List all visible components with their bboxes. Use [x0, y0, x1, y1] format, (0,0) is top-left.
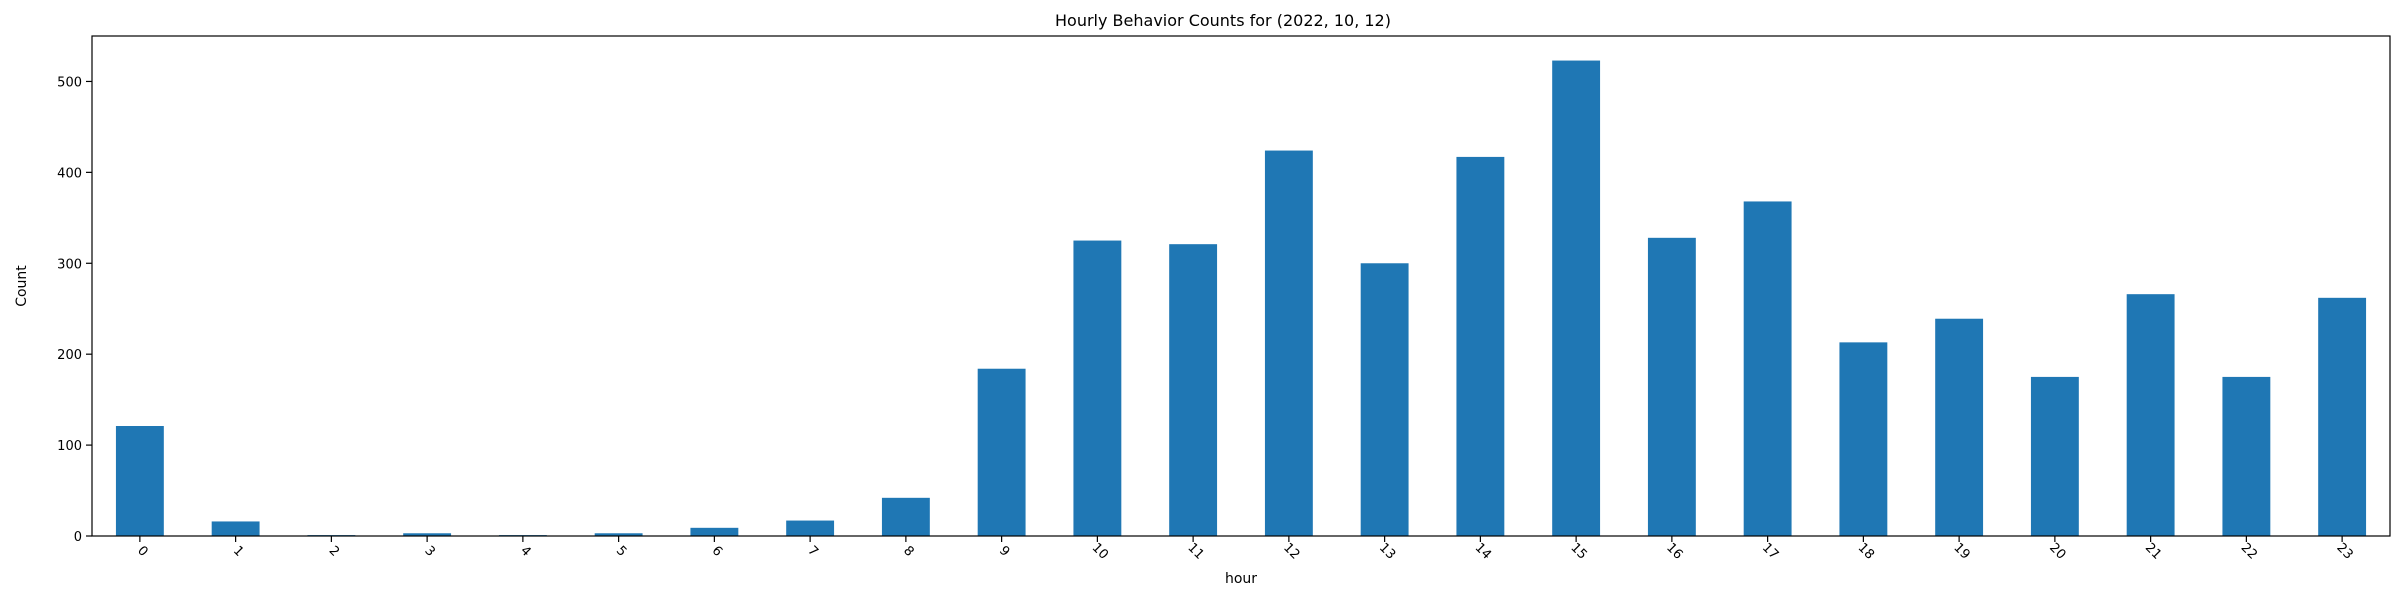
bar-hour-8	[881, 497, 930, 536]
x-tick-label: 16	[1663, 540, 1685, 562]
bar-hour-15	[1552, 60, 1601, 537]
x-tick-label: 7	[804, 543, 820, 559]
y-tick-label: 300	[57, 257, 82, 272]
x-tick-label: 20	[2046, 540, 2068, 562]
bar-hour-3	[403, 533, 452, 536]
bar-hour-20	[2030, 376, 2079, 536]
bar-hour-22	[2222, 376, 2271, 536]
plot-area	[115, 60, 2367, 537]
y-tick-label: 500	[57, 75, 82, 90]
x-tick-label: 3	[421, 543, 437, 559]
bar-hour-16	[1647, 237, 1696, 536]
plot-frame	[91, 35, 2391, 537]
x-axis: 0 1 2 3 4 5 6 7 8 9 10 11 12 13 14 15 16 17 18 19 20 21 22 23	[134, 536, 2356, 563]
bar-hour-21	[2126, 294, 2175, 536]
x-tick-label: 14	[1472, 540, 1494, 562]
bar-hour-18	[1839, 342, 1888, 536]
bar-hour-10	[1073, 240, 1122, 537]
x-tick-label: 6	[709, 543, 725, 559]
x-tick-label: 21	[2142, 540, 2164, 562]
bar-hour-17	[1743, 201, 1792, 536]
y-tick-label: 100	[57, 439, 82, 454]
x-axis-label: hour	[1225, 571, 1257, 587]
bar-hour-19	[1935, 318, 1984, 536]
x-tick-label: 22	[2238, 540, 2260, 562]
bar-hour-5	[594, 533, 643, 536]
x-tick-label: 13	[1376, 540, 1398, 562]
bar-hour-23	[2318, 297, 2367, 536]
x-tick-label: 8	[900, 543, 916, 559]
x-tick-label: 11	[1184, 540, 1206, 562]
x-tick-label: 15	[1567, 540, 1589, 562]
y-tick-label: 200	[57, 348, 82, 363]
x-tick-label: 18	[1855, 540, 1877, 562]
bar-hour-1	[211, 521, 260, 536]
bar-hour-13	[1360, 263, 1409, 536]
x-tick-label: 23	[2333, 540, 2355, 562]
x-tick-label: 2	[326, 543, 342, 559]
x-tick-label: 9	[996, 543, 1012, 559]
x-tick-label: 17	[1759, 540, 1781, 562]
x-tick-label: 10	[1089, 540, 1111, 562]
bar-hour-9	[977, 368, 1026, 536]
x-tick-label: 0	[134, 543, 150, 559]
x-tick-label: 1	[230, 543, 246, 559]
x-tick-label: 19	[1950, 540, 1972, 562]
bar-hour-11	[1169, 244, 1218, 536]
y-tick-label: 400	[57, 166, 82, 181]
y-axis: 0 100 200 300 400 500	[57, 75, 92, 545]
x-tick-label: 12	[1280, 540, 1302, 562]
x-tick-label: 5	[613, 543, 629, 559]
chart-title: Hourly Behavior Counts for (2022, 10, 12…	[1055, 11, 1391, 30]
bar-hour-7	[786, 520, 835, 536]
bar-hour-6	[690, 527, 739, 536]
bar-hour-12	[1264, 150, 1313, 537]
bar-hour-0	[115, 426, 164, 536]
bar-hour-14	[1456, 156, 1505, 536]
x-tick-label: 4	[517, 543, 533, 559]
y-tick-label: 0	[74, 530, 82, 545]
y-axis-label: Count	[14, 265, 30, 307]
